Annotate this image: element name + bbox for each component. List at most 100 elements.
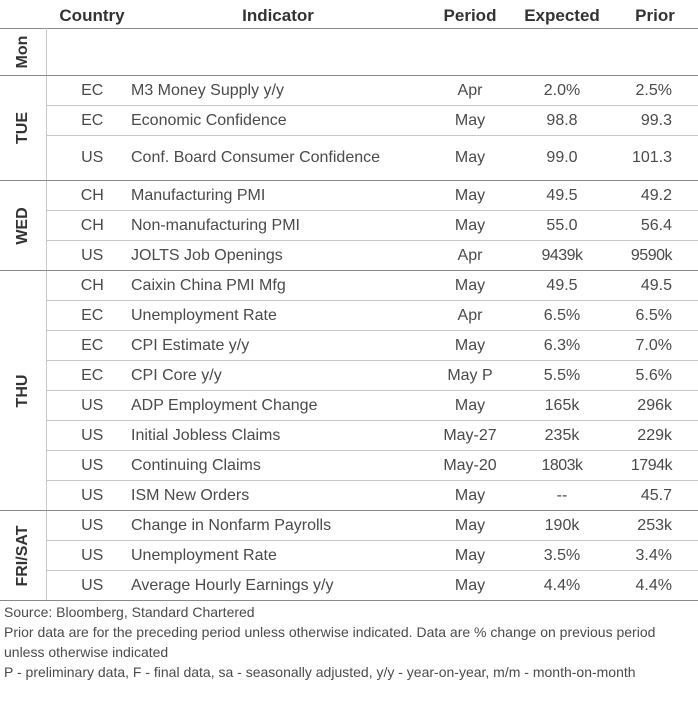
expected-cell: 49.5	[512, 180, 612, 211]
period-cell: May	[428, 390, 512, 421]
header-expected: Expected	[524, 6, 600, 25]
country-cell: US	[46, 480, 128, 511]
country-cell: EC	[46, 105, 128, 136]
table-row: EC Economic Confidence May 98.8 99.3	[0, 105, 698, 136]
economic-calendar: Country Indicator Period Expected Prior …	[0, 0, 698, 682]
prior-cell: 5.6%	[612, 360, 698, 391]
expected-cell: 190k	[512, 510, 612, 541]
table-row: US ISM New Orders May -- 45.7	[0, 480, 698, 511]
period-cell: May	[428, 330, 512, 361]
period-cell: Apr	[428, 300, 512, 331]
prior-cell: 2.5%	[612, 75, 698, 106]
period-cell: May	[428, 510, 512, 541]
country-cell: US	[46, 510, 128, 541]
country-cell: CH	[46, 270, 128, 301]
expected-cell: 49.5	[512, 270, 612, 301]
period-cell: May	[428, 210, 512, 241]
prior-cell: 45.7	[612, 480, 698, 511]
expected-cell: 6.5%	[512, 300, 612, 331]
prior-cell: 56.4	[612, 210, 698, 241]
empty-cell	[612, 28, 698, 76]
table-row: US ADP Employment Change May 165k 296k	[0, 390, 698, 421]
indicator-cell: JOLTS Job Openings	[128, 240, 428, 271]
table-row: EC CPI Estimate y/y May 6.3% 7.0%	[0, 330, 698, 361]
table-row: US JOLTS Job Openings Apr 9439k 9590k	[0, 240, 698, 271]
country-cell: US	[46, 390, 128, 421]
period-cell: May	[428, 570, 512, 601]
country-cell: US	[46, 540, 128, 571]
prior-cell: 9590k	[612, 240, 698, 271]
prior-cell: 101.3	[612, 135, 698, 181]
day-group-empty: Mon	[0, 28, 698, 76]
day-label: FRI/SAT	[13, 524, 31, 587]
prior-cell: 49.2	[612, 180, 698, 211]
expected-cell: 55.0	[512, 210, 612, 241]
expected-cell: 99.0	[512, 135, 612, 181]
table-row: THU CH Caixin China PMI Mfg May 49.5 49.5	[0, 270, 698, 511]
expected-cell: 98.8	[512, 105, 612, 136]
country-cell: US	[46, 240, 128, 271]
calendar-table: Country Indicator Period Expected Prior …	[0, 0, 698, 601]
indicator-cell: Economic Confidence	[128, 105, 428, 136]
expected-cell: 9439k	[512, 240, 612, 271]
day-label-cell: WED	[0, 180, 47, 271]
header-prior: Prior	[635, 6, 675, 25]
expected-cell: --	[512, 480, 612, 511]
day-label: THU	[13, 374, 31, 407]
country-cell: US	[46, 420, 128, 451]
table-row: US Average Hourly Earnings y/y May 4.4% 4.4%	[0, 570, 698, 601]
period-cell: May-27	[428, 420, 512, 451]
prior-cell: 296k	[612, 390, 698, 421]
expected-cell: 165k	[512, 390, 612, 421]
table-row: FRI/SAT US Change in Nonfarm Payrolls May 19…	[0, 510, 698, 601]
footnotes: Source: Bloomberg, Standard Chartered Pr…	[0, 601, 698, 682]
country-cell: EC	[46, 330, 128, 361]
expected-cell: 6.3%	[512, 330, 612, 361]
header-spacer	[0, 0, 46, 29]
period-cell: May	[428, 270, 512, 301]
prior-cell: 229k	[612, 420, 698, 451]
table-row: US Unemployment Rate May 3.5% 3.4%	[0, 540, 698, 571]
indicator-cell: Unemployment Rate	[128, 300, 428, 331]
table-row: WED CH Manufacturing PMI May 49.5 49.2	[0, 180, 698, 271]
country-cell: EC	[46, 75, 128, 106]
indicator-cell: Continuing Claims	[128, 450, 428, 481]
prior-cell: 253k	[612, 510, 698, 541]
table-row: US Conf. Board Consumer Confidence May 99.0…	[0, 135, 698, 181]
header-period: Period	[443, 6, 497, 25]
day-label: WED	[13, 206, 31, 245]
table-row: US Continuing Claims May-20 1803k 1794k	[0, 450, 698, 481]
table-row: US Initial Jobless Claims May-27 235k 229k	[0, 420, 698, 451]
day-label-cell: FRI/SAT	[0, 510, 47, 601]
country-cell: EC	[46, 360, 128, 391]
period-cell: May	[428, 540, 512, 571]
indicator-cell: Non-manufacturing PMI	[128, 210, 428, 241]
header-row: Country Indicator Period Expected Prior	[0, 0, 698, 29]
country-cell: US	[46, 450, 128, 481]
indicator-cell: ADP Employment Change	[128, 390, 428, 421]
table-row: EC CPI Core y/y May P 5.5% 5.6%	[0, 360, 698, 391]
period-cell: May	[428, 480, 512, 511]
indicator-cell: M3 Money Supply y/y	[128, 75, 428, 106]
prior-cell: 3.4%	[612, 540, 698, 571]
period-cell: Apr	[428, 240, 512, 271]
day-label: TUE	[13, 112, 31, 144]
period-cell: May-20	[428, 450, 512, 481]
country-cell: CH	[46, 180, 128, 211]
period-cell: May	[428, 135, 512, 181]
period-cell: Apr	[428, 75, 512, 106]
expected-cell: 235k	[512, 420, 612, 451]
expected-cell: 2.0%	[512, 75, 612, 106]
country-cell: US	[46, 135, 128, 181]
indicator-cell: ISM New Orders	[128, 480, 428, 511]
day-label: Mon	[13, 35, 31, 69]
prior-cell: 1794k	[612, 450, 698, 481]
country-cell: US	[46, 570, 128, 601]
indicator-cell: Caixin China PMI Mfg	[128, 270, 428, 301]
prior-cell: 49.5	[612, 270, 698, 301]
country-cell: EC	[46, 300, 128, 331]
expected-cell: 5.5%	[512, 360, 612, 391]
prior-cell: 7.0%	[612, 330, 698, 361]
indicator-cell: Change in Nonfarm Payrolls	[128, 510, 428, 541]
empty-cell	[512, 28, 612, 76]
